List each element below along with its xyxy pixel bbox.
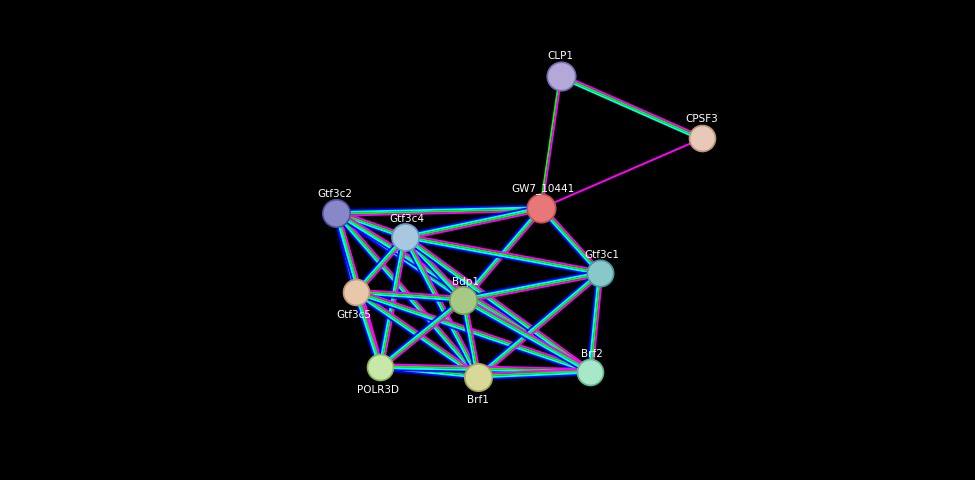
Text: Gtf3c1: Gtf3c1 <box>584 250 619 260</box>
Point <box>553 73 568 81</box>
Text: CLP1: CLP1 <box>548 51 573 61</box>
Text: POLR3D: POLR3D <box>357 384 399 394</box>
Point <box>372 363 388 371</box>
Point <box>455 296 471 304</box>
Point <box>694 135 710 143</box>
Point <box>582 368 598 376</box>
Text: Brf1: Brf1 <box>467 394 488 404</box>
Text: Bdp1: Bdp1 <box>451 276 479 286</box>
Point <box>397 234 412 241</box>
Text: CPSF3: CPSF3 <box>685 114 719 124</box>
Text: Gtf3c4: Gtf3c4 <box>389 214 424 224</box>
Point <box>470 373 486 381</box>
Text: GW7_10441: GW7_10441 <box>512 183 574 194</box>
Text: Gtf3c5: Gtf3c5 <box>336 310 371 320</box>
Text: Gtf3c2: Gtf3c2 <box>317 189 352 199</box>
Point <box>348 289 364 297</box>
Point <box>592 270 607 277</box>
Point <box>533 205 549 213</box>
Text: Brf2: Brf2 <box>581 348 603 358</box>
Point <box>329 210 344 217</box>
